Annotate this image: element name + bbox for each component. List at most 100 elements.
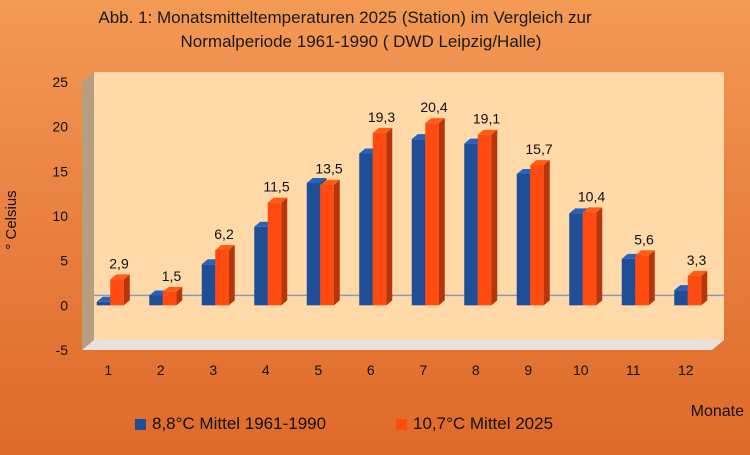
bar-normal — [516, 174, 531, 306]
x-tick-label: 8 — [472, 362, 480, 378]
x-tick-label: 2 — [157, 362, 165, 378]
x-tick-label: 7 — [419, 362, 427, 378]
bar-top — [110, 274, 130, 280]
data-label: 20,4 — [420, 99, 447, 115]
data-label: 11,5 — [263, 179, 289, 195]
y-axis-title: ° Celsius — [3, 190, 20, 249]
plot-side-wall — [82, 72, 94, 350]
bar-normal — [149, 295, 163, 306]
bar-2025 — [425, 123, 439, 306]
bar-top — [635, 250, 655, 256]
data-label: 19,3 — [368, 109, 395, 125]
x-axis-title: Monate — [691, 403, 744, 420]
bar-2025 — [110, 279, 124, 306]
bar-normal — [674, 290, 688, 306]
bar-side — [333, 179, 340, 306]
legend-item-2025: 10,7°C Mittel 2025 — [396, 414, 553, 434]
plot-floor — [82, 340, 724, 350]
y-tick-label: 25 — [52, 74, 68, 90]
y-tick-label: -5 — [56, 342, 69, 358]
bar-normal — [621, 258, 636, 306]
bar-top — [372, 127, 393, 133]
legend-swatch-orange — [396, 418, 407, 430]
y-tick-label: 10 — [52, 208, 68, 224]
plot-walls — [82, 72, 724, 350]
bar-2025 — [372, 132, 387, 306]
bar-top — [477, 129, 498, 135]
bar-normal — [359, 153, 373, 306]
x-tick-label: 12 — [678, 362, 694, 378]
bar-2025 — [687, 275, 702, 306]
data-label: 6,2 — [214, 226, 234, 242]
y-tick-label: 15 — [52, 163, 68, 179]
bar-top — [267, 197, 288, 203]
bar-side — [438, 118, 445, 306]
bar-top — [582, 207, 603, 213]
bar-2025 — [162, 291, 177, 306]
bar-side — [596, 207, 603, 306]
bar-2025 — [477, 134, 492, 306]
data-label: 15,7 — [525, 141, 552, 157]
bar-2025 — [215, 249, 229, 306]
data-label: 3,3 — [687, 252, 707, 268]
legend-swatch-blue — [135, 418, 146, 430]
bar-2025 — [582, 212, 597, 306]
bar-2025 — [635, 255, 649, 306]
chart-title-line-2: Normalperiode 1961-1990 ( DWD Leipzig/Ha… — [180, 32, 542, 51]
bars-group — [96, 118, 708, 306]
bar-side — [281, 197, 288, 306]
bar-normal — [201, 264, 216, 306]
bar-normal — [254, 226, 268, 306]
x-tick-label: 10 — [573, 362, 589, 378]
bar-top — [425, 118, 445, 124]
chart-title: Abb. 1: Monatsmitteltemperaturen 2025 (S… — [0, 6, 750, 54]
bar-normal — [96, 301, 111, 306]
bar-2025 — [530, 165, 544, 306]
bar-normal — [411, 139, 426, 306]
bar-top — [306, 177, 327, 183]
bar-side — [701, 270, 708, 306]
bar-normal — [464, 143, 478, 306]
legend-item-1961-1990: 8,8°C Mittel 1961-1990 — [135, 414, 326, 434]
data-label: 1,5 — [162, 268, 182, 284]
bar-top — [530, 160, 550, 166]
plot-back-wall — [94, 72, 724, 340]
bar-2025 — [320, 184, 334, 306]
x-tick-label: 6 — [367, 362, 375, 378]
x-tick-label: 5 — [314, 362, 322, 378]
y-tick-label: 5 — [60, 253, 68, 269]
bar-side — [123, 274, 130, 306]
chart-title-line-1: Abb. 1: Monatsmitteltemperaturen 2025 (S… — [98, 8, 592, 27]
legend-label-1961-1990: 8,8°C Mittel 1961-1990 — [152, 414, 327, 433]
y-tick-label: 20 — [52, 119, 68, 135]
bar-side — [491, 129, 498, 306]
bar-top — [687, 270, 708, 276]
bar-2025 — [267, 202, 282, 306]
x-tick-label: 4 — [262, 362, 270, 378]
bar-normal — [306, 182, 321, 306]
bar-side — [648, 250, 655, 306]
data-label: 13,5 — [315, 161, 342, 177]
bar-top — [320, 179, 340, 185]
x-tick-label: 1 — [104, 362, 112, 378]
legend-label-2025: 10,7°C Mittel 2025 — [413, 414, 554, 433]
bar-top — [215, 244, 235, 250]
bar-side — [176, 286, 183, 306]
data-label: 2,9 — [109, 255, 129, 271]
data-labels-group: 2,9 1,5 6,2 11,5 13,5 19,3 20,4 19,1 15,7 10,4 5,6… — [109, 99, 706, 284]
data-label: 5,6 — [634, 231, 654, 247]
bar-top — [162, 286, 183, 292]
bar-side — [386, 127, 393, 306]
y-tick-label: 0 — [60, 297, 68, 313]
data-label: 10,4 — [578, 188, 605, 204]
x-tick-label: 9 — [524, 362, 532, 378]
bar-normal — [569, 213, 583, 306]
legend: 8,8°C Mittel 1961-1990 10,7°C Mittel 202… — [0, 414, 750, 438]
x-tick-label: 11 — [626, 362, 641, 378]
bar-side — [228, 244, 235, 306]
bar-side — [543, 160, 550, 306]
x-tick-label: 3 — [209, 362, 217, 378]
data-label: 19,1 — [473, 111, 500, 127]
